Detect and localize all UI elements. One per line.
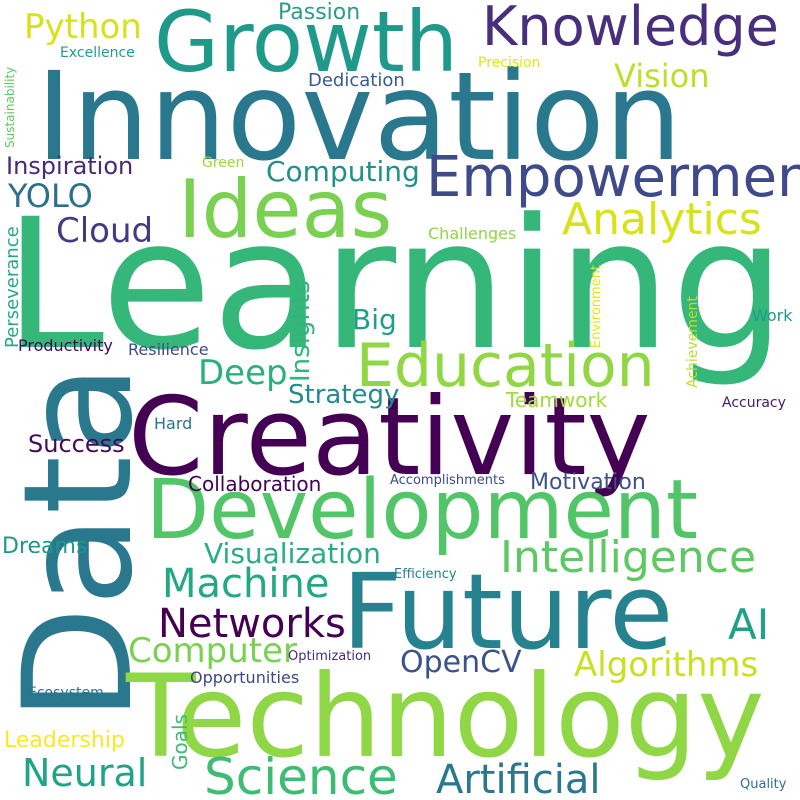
word-ai: AI — [728, 600, 770, 649]
word-computer: Computer — [128, 631, 298, 671]
word-environment: Environment — [589, 264, 604, 348]
word-hard: Hard — [154, 414, 193, 433]
word-learning: Learning — [4, 181, 786, 390]
word-insights: Insights — [286, 280, 316, 382]
word-resilience: Resilience — [128, 340, 209, 359]
word-neural: Neural — [22, 751, 148, 795]
word-artificial: Artificial — [436, 757, 601, 800]
word-leadership: Leadership — [4, 728, 125, 753]
word-knowledge: Knowledge — [482, 0, 779, 58]
word-quality: Quality — [740, 777, 787, 792]
word-python: Python — [24, 7, 142, 47]
word-productivity: Productivity — [18, 336, 113, 355]
word-big: Big — [352, 303, 397, 336]
word-science: Science — [204, 748, 398, 800]
word-sustainability: Sustainability — [3, 66, 17, 148]
word-dedication: Dedication — [308, 70, 405, 91]
word-growth: Growth — [154, 0, 459, 91]
word-challenges: Challenges — [428, 224, 517, 243]
word-opencv: OpenCV — [400, 645, 522, 680]
word-cloud: Cloud — [56, 211, 154, 251]
word-work: Work — [752, 306, 793, 325]
word-success: Success — [28, 430, 125, 458]
word-vision: Vision — [614, 57, 710, 95]
word-motivation: Motivation — [530, 470, 646, 495]
word-networks: Networks — [158, 601, 346, 647]
word-innovation: Innovation — [36, 46, 682, 188]
word-ideas: Ideas — [178, 163, 393, 256]
word-inspiration: Inspiration — [6, 152, 134, 180]
word-yolo: YOLO — [8, 177, 93, 215]
word-accuracy: Accuracy — [722, 395, 786, 411]
word-analytics: Analytics — [562, 194, 762, 245]
word-machine: Machine — [162, 561, 330, 607]
word-creativity: Creativity — [128, 375, 651, 500]
word-future: Future — [342, 551, 674, 673]
word-empowerment: Empowerment — [426, 145, 800, 210]
word-precision: Precision — [478, 55, 541, 71]
word-achievement: Achievement — [685, 296, 701, 388]
word-visualization: Visualization — [204, 537, 381, 570]
word-perseverance: Perseverance — [2, 226, 23, 348]
word-accomplishments: Accomplishments — [390, 473, 505, 488]
word-green: Green — [202, 155, 245, 171]
word-excellence: Excellence — [60, 45, 135, 61]
word-opportunities: Opportunities — [190, 668, 300, 687]
word-intelligence: Intelligence — [500, 532, 757, 583]
word-collaboration: Collaboration — [188, 472, 322, 496]
word-efficiency: Efficiency — [394, 567, 457, 582]
word-passion: Passion — [278, 0, 361, 25]
word-optimization: Optimization — [288, 649, 372, 664]
word-strategy: Strategy — [288, 380, 400, 410]
word-computing: Computing — [266, 155, 420, 188]
word-algorithms: Algorithms — [574, 645, 759, 685]
word-deep: Deep — [198, 353, 288, 393]
word-education: Education — [356, 331, 655, 401]
word-teamwork: Teamwork — [506, 388, 608, 412]
word-technology: Technology — [126, 650, 765, 783]
word-development: Development — [146, 463, 699, 558]
word-dreams: Dreams — [2, 534, 88, 559]
word-ecosystem: Ecosystem — [28, 685, 104, 701]
word-goals: Goals — [168, 714, 192, 770]
